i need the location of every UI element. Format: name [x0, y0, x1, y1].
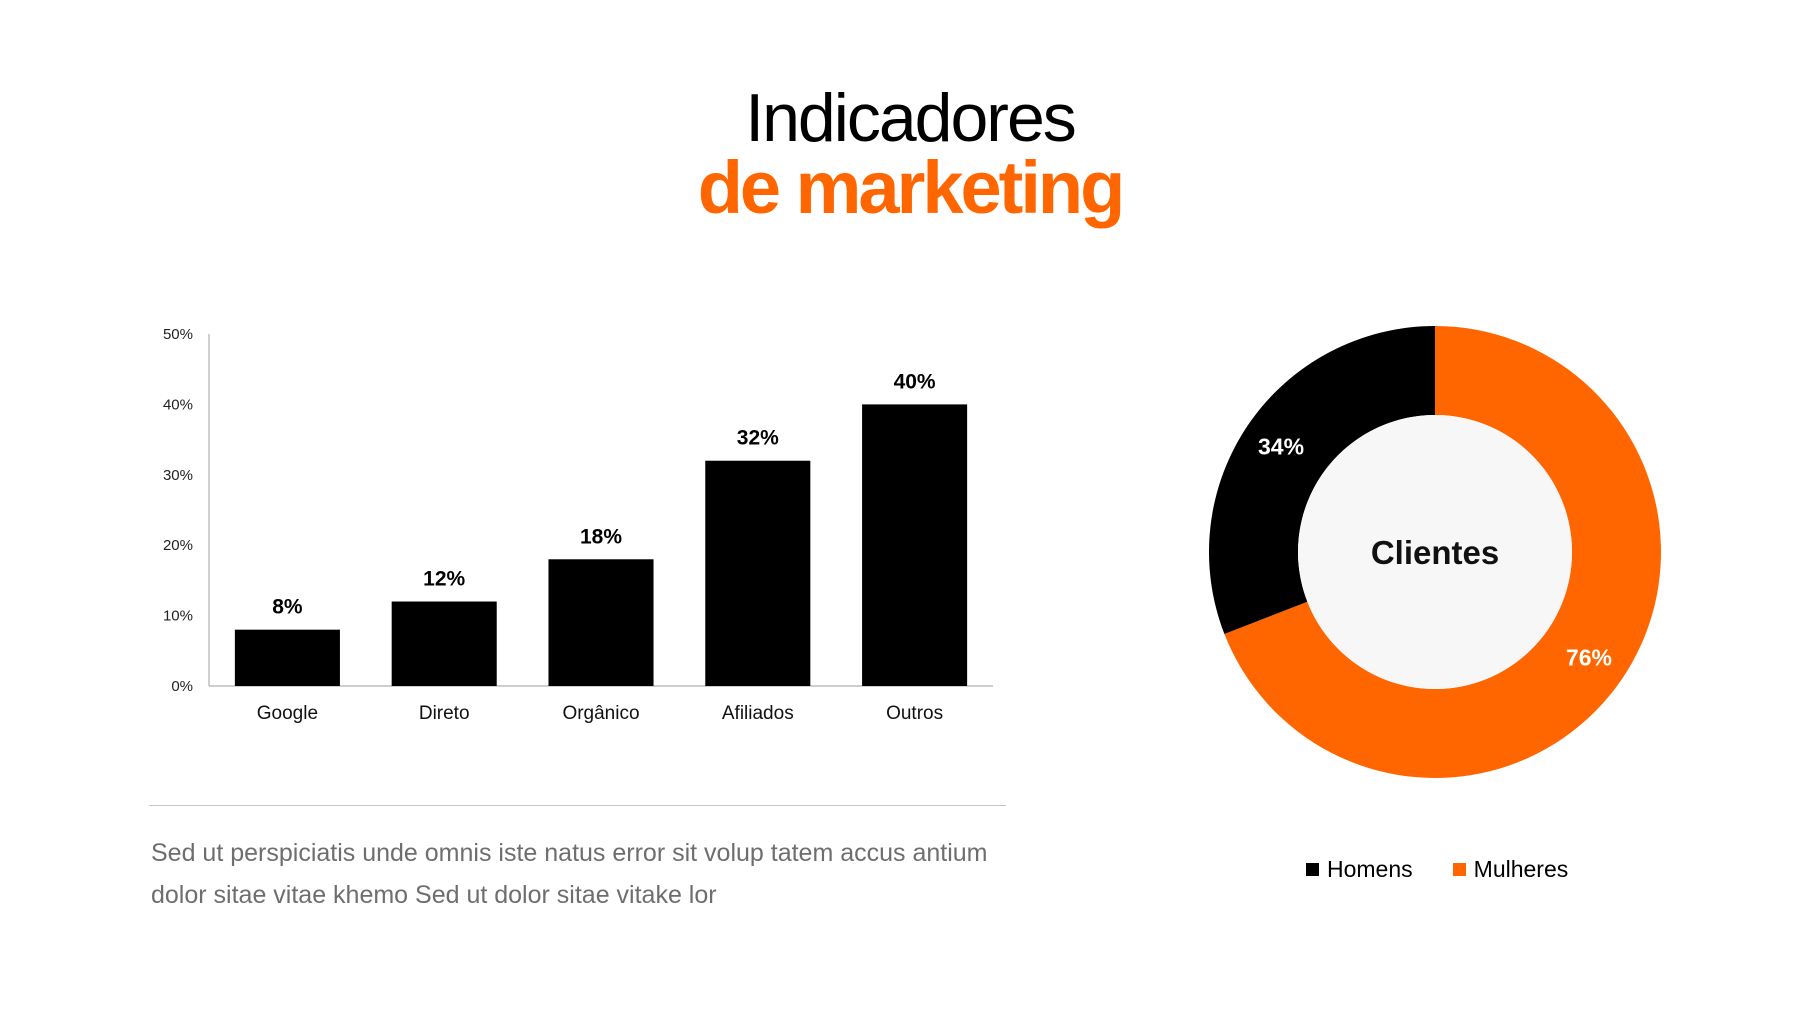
- x-tick-label: Afiliados: [722, 703, 794, 724]
- x-tick-label: Google: [257, 703, 318, 724]
- description-text: Sed ut perspiciatis unde omnis iste natu…: [151, 839, 988, 909]
- x-tick-label: Direto: [419, 703, 470, 724]
- donut-slice-label: 76%: [1566, 644, 1612, 670]
- bar: [391, 601, 497, 686]
- bar: [548, 559, 654, 686]
- divider: [149, 805, 1006, 806]
- legend-label-mulheres: Mulheres: [1473, 855, 1569, 882]
- y-tick-label: 50%: [163, 326, 193, 343]
- donut-slice-homens: [1209, 326, 1435, 634]
- legend-swatch-mulheres: [1452, 862, 1466, 876]
- bar: [234, 629, 340, 686]
- y-tick-label: 40%: [163, 396, 193, 413]
- donut-slice-mulheres: [1224, 326, 1661, 778]
- y-tick-label: 10%: [163, 608, 193, 625]
- donut-center-label: Clientes: [1371, 534, 1499, 571]
- page-subtitle: de marketing: [697, 146, 1126, 229]
- donut-chart: 76% 34% Clientes: [1209, 326, 1661, 778]
- bar-value-label: 18%: [580, 525, 622, 548]
- bar: [705, 460, 811, 686]
- bar: [862, 404, 968, 686]
- bar-value-label: 12%: [423, 568, 465, 591]
- legend-label-homens: Homens: [1327, 855, 1413, 882]
- legend-item-mulheres: Mulheres: [1452, 855, 1569, 883]
- donut-slice-label: 34%: [1258, 434, 1304, 460]
- bar-chart: 0% 10% 20% 30% 40% 50% 8% Google 12% Direto 18% Org…: [163, 326, 993, 724]
- x-tick-label: Outros: [886, 703, 943, 724]
- x-tick-label: Orgânico: [562, 703, 639, 724]
- legend-item-homens: Homens: [1306, 856, 1413, 883]
- y-tick-label: 0%: [171, 678, 193, 695]
- legend-swatch-homens: [1306, 862, 1319, 876]
- y-tick-label: 20%: [163, 537, 193, 554]
- y-tick-label: 30%: [163, 467, 193, 484]
- donut-center: [1298, 415, 1572, 689]
- bar-value-label: 8%: [272, 596, 303, 619]
- bar-value-label: 40%: [894, 370, 936, 393]
- page-title: Indicadores: [745, 80, 1077, 156]
- donut-legend: Homens Mulheres: [1306, 855, 1568, 883]
- bar-value-label: 32%: [737, 427, 779, 450]
